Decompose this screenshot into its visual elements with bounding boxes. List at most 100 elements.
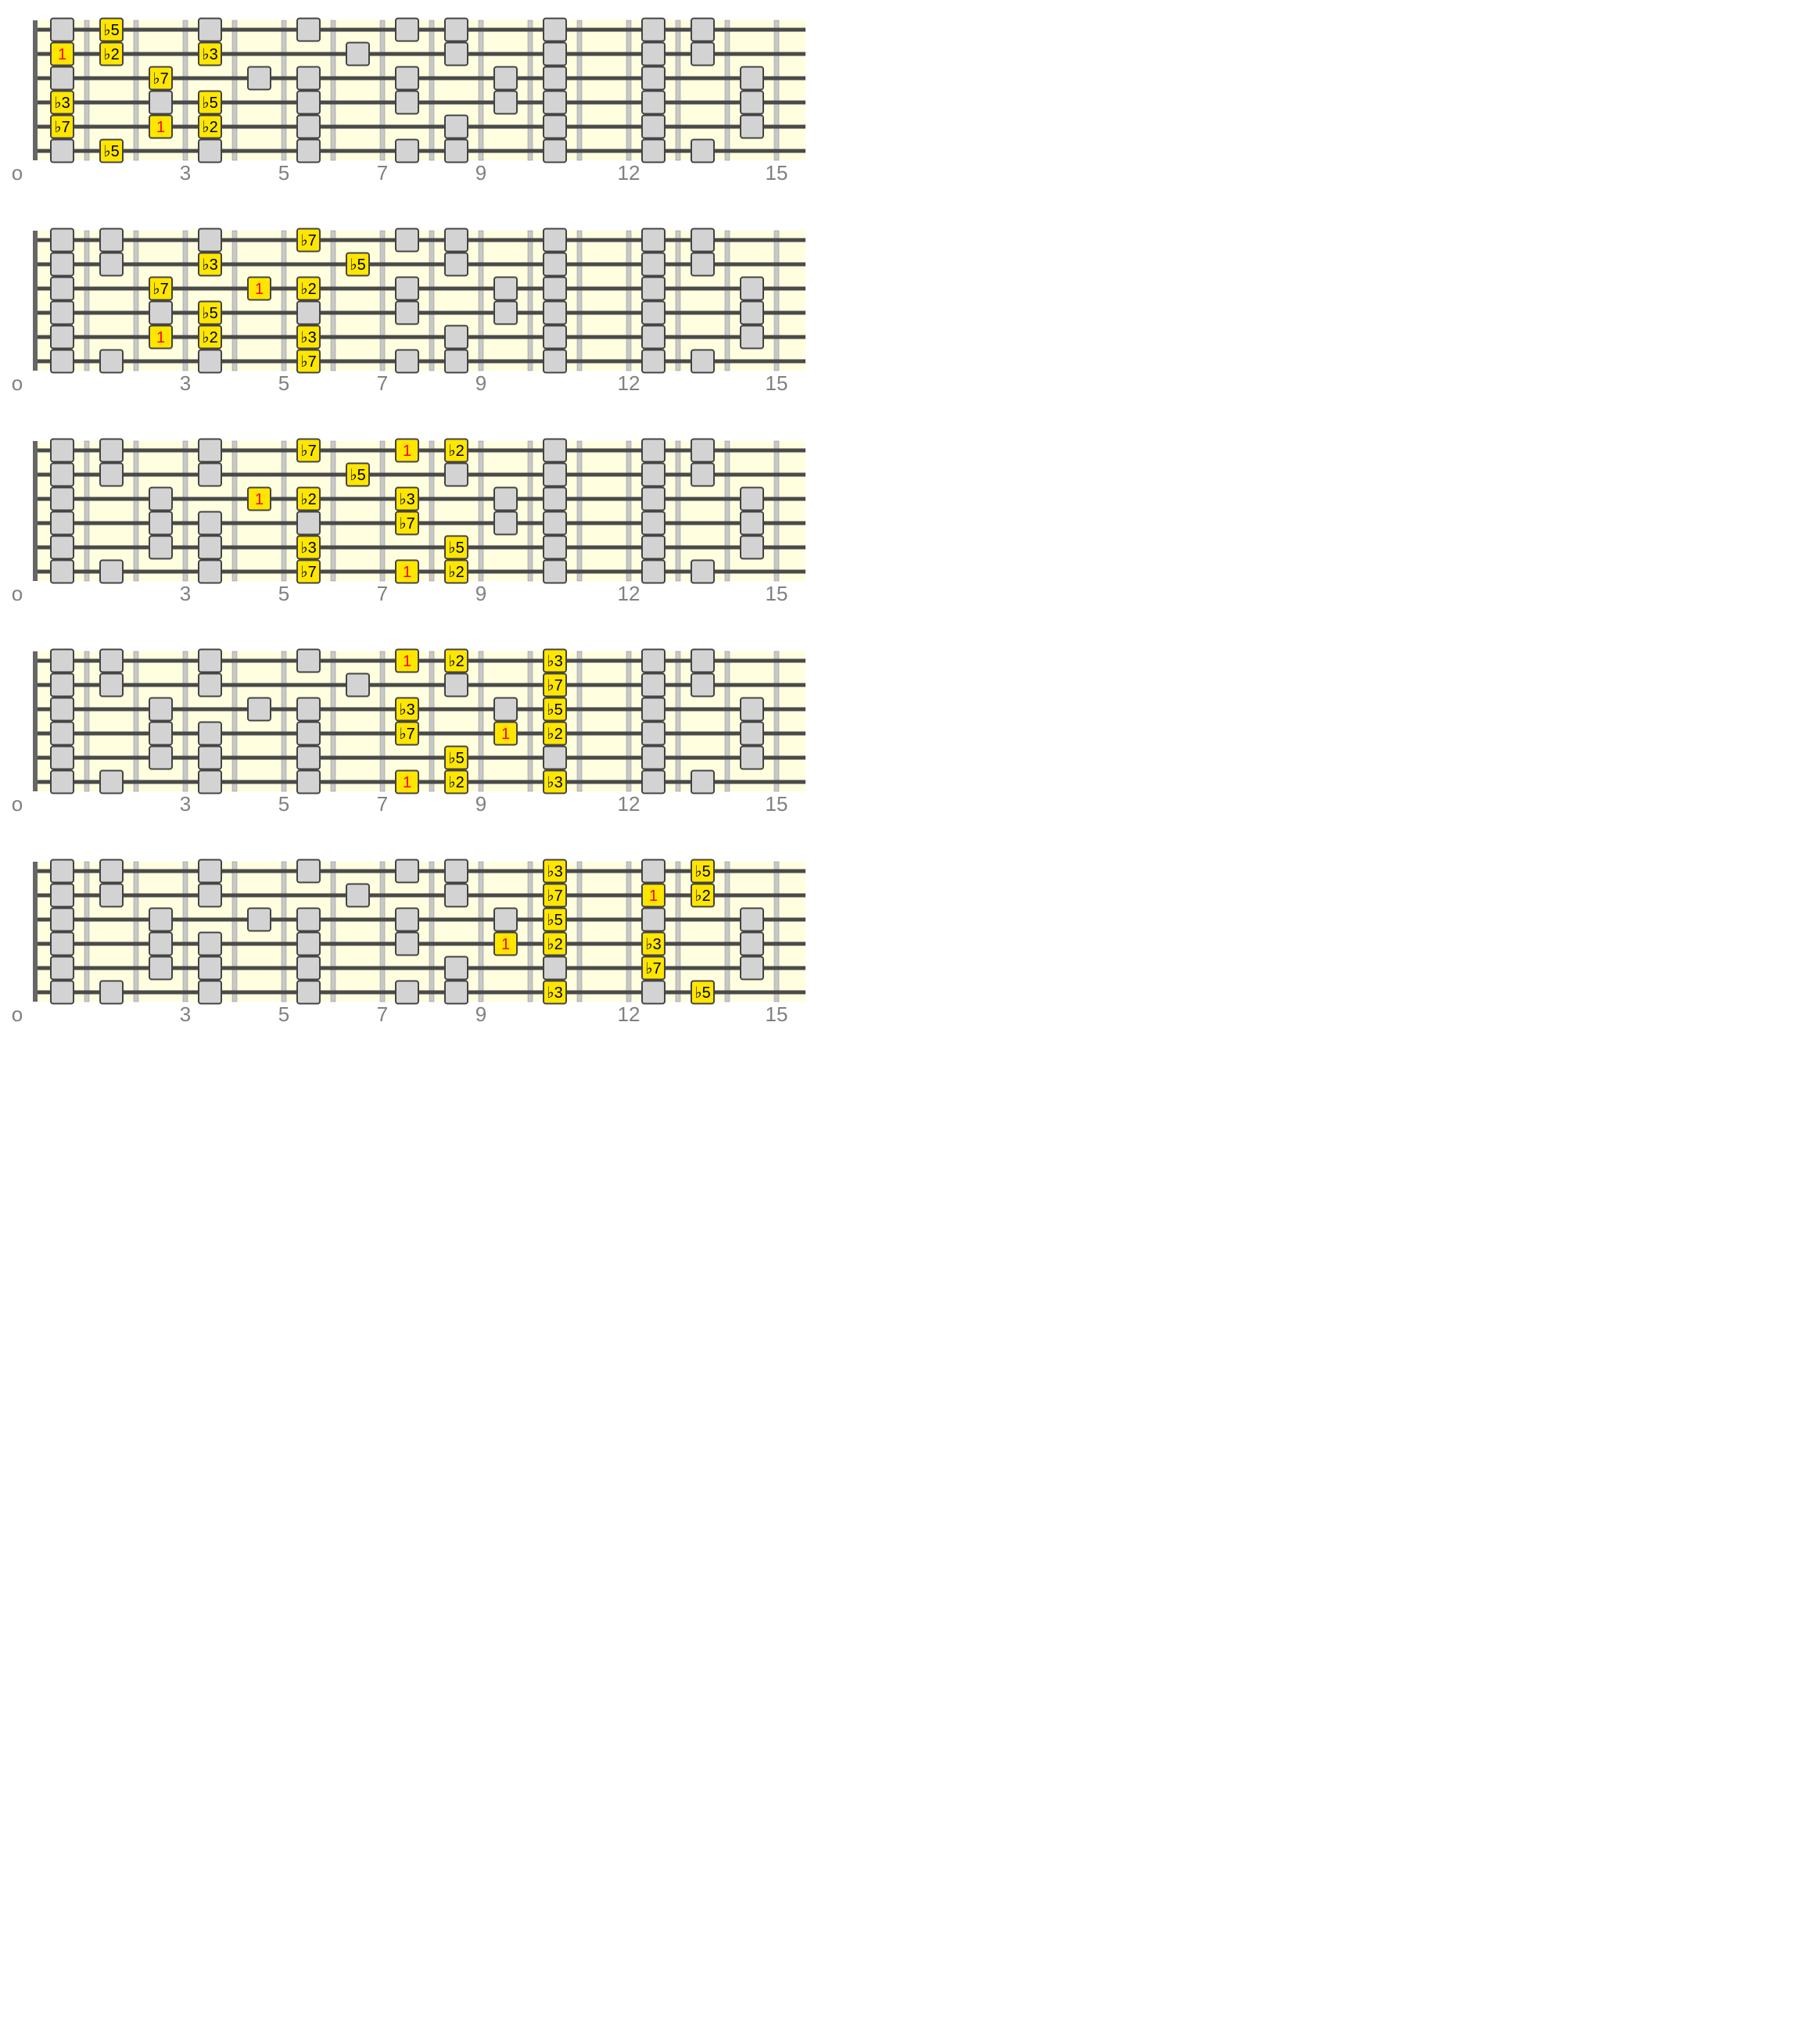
note-box-grey bbox=[494, 512, 517, 535]
note-box-grey bbox=[642, 674, 665, 697]
note-interval-label: ♭7 bbox=[152, 281, 169, 298]
note-interval-label: ♭3 bbox=[547, 984, 563, 1002]
note-interval-label: ♭7 bbox=[54, 119, 70, 136]
note-interval-label: ♭3 bbox=[54, 95, 70, 112]
note-box-grey bbox=[297, 723, 320, 745]
note-box-highlighted: 1 bbox=[51, 43, 74, 66]
note-box-grey bbox=[297, 957, 320, 980]
note-interval-label: ♭3 bbox=[202, 256, 218, 274]
note-box-grey bbox=[396, 909, 418, 931]
note-box-grey bbox=[544, 19, 566, 41]
fretboard-diagram-5: ♭3♭5♭71♭2♭51♭2♭3♭7♭3♭5o35791215 bbox=[0, 857, 1819, 1035]
string-line bbox=[38, 52, 805, 56]
note-box-grey bbox=[51, 302, 74, 325]
note-box-grey bbox=[100, 350, 123, 373]
note-box-grey bbox=[199, 561, 221, 583]
note-box-grey bbox=[691, 464, 714, 486]
fret-number-label: 7 bbox=[377, 792, 388, 816]
note-box-grey bbox=[396, 19, 418, 41]
fret-wire bbox=[183, 231, 188, 371]
note-box-grey bbox=[199, 771, 221, 794]
note-box-grey bbox=[51, 698, 74, 721]
fret-wire bbox=[626, 862, 631, 1002]
note-interval-label: ♭7 bbox=[300, 232, 317, 249]
note-box-grey bbox=[494, 91, 517, 114]
fretboard-svg: ♭51♭2♭3♭7♭3♭5♭71♭2♭5o35791215 bbox=[0, 16, 805, 193]
fret-wire bbox=[232, 20, 237, 160]
note-box-highlighted: ♭3 bbox=[642, 933, 665, 956]
fret-wire bbox=[528, 20, 533, 160]
note-interval-label: ♭2 bbox=[300, 491, 317, 508]
note-box-grey bbox=[396, 933, 418, 956]
fret-number-label: 9 bbox=[475, 582, 486, 605]
note-box-highlighted: 1 bbox=[642, 884, 665, 907]
note-box-grey bbox=[100, 650, 123, 672]
fret-wire bbox=[380, 441, 385, 581]
note-interval-label: 1 bbox=[403, 564, 411, 581]
note-interval-label: ♭7 bbox=[399, 515, 415, 533]
fret-wire bbox=[429, 862, 434, 1002]
note-box-highlighted: ♭3 bbox=[199, 43, 221, 66]
note-box-grey bbox=[297, 650, 320, 672]
fret-wire bbox=[232, 441, 237, 581]
string-line bbox=[38, 473, 805, 477]
fret-wire bbox=[774, 20, 779, 160]
note-box-grey bbox=[642, 723, 665, 745]
note-box-grey bbox=[544, 140, 566, 163]
note-interval-label: 1 bbox=[255, 491, 264, 508]
note-box-grey bbox=[199, 723, 221, 745]
note-box-grey bbox=[199, 19, 221, 41]
note-box-grey bbox=[149, 91, 172, 114]
fret-wire bbox=[676, 231, 680, 371]
note-box-highlighted: ♭2 bbox=[544, 723, 566, 745]
note-interval-label: ♭5 bbox=[350, 467, 366, 484]
note-box-grey bbox=[642, 909, 665, 931]
note-box-grey bbox=[445, 116, 468, 138]
fret-wire bbox=[429, 20, 434, 160]
fret-wire bbox=[577, 651, 582, 791]
note-box-grey bbox=[199, 536, 221, 559]
note-box-grey bbox=[642, 536, 665, 559]
note-box-grey bbox=[544, 43, 566, 66]
note-box-grey bbox=[691, 771, 714, 794]
fret-wire bbox=[84, 20, 89, 160]
note-box-grey bbox=[642, 67, 665, 90]
note-box-grey bbox=[642, 326, 665, 349]
fret-wire bbox=[183, 441, 188, 581]
note-box-grey bbox=[642, 512, 665, 535]
note-box-grey bbox=[642, 747, 665, 769]
note-box-grey bbox=[51, 253, 74, 276]
note-box-highlighted: ♭3 bbox=[199, 253, 221, 276]
note-interval-label: ♭2 bbox=[202, 119, 218, 136]
fret-number-label: 5 bbox=[278, 792, 289, 816]
note-box-grey bbox=[297, 140, 320, 163]
note-box-grey bbox=[149, 698, 172, 721]
fret-wire bbox=[331, 231, 335, 371]
note-interval-label: ♭7 bbox=[547, 677, 563, 694]
note-box-grey bbox=[741, 747, 763, 769]
fret-wire bbox=[528, 441, 533, 581]
fret-wire bbox=[331, 862, 335, 1002]
note-box-grey bbox=[297, 909, 320, 931]
fret-wire bbox=[84, 651, 89, 791]
note-interval-label: ♭7 bbox=[645, 960, 662, 977]
note-box-grey bbox=[741, 723, 763, 745]
note-box-grey bbox=[642, 229, 665, 252]
note-box-grey bbox=[51, 536, 74, 559]
fret-wire bbox=[134, 651, 138, 791]
fret-wire bbox=[282, 231, 286, 371]
nut bbox=[33, 862, 38, 1002]
note-box-grey bbox=[100, 860, 123, 883]
note-interval-label: ♭5 bbox=[103, 22, 120, 39]
note-box-grey bbox=[741, 957, 763, 980]
note-interval-label: 1 bbox=[156, 119, 165, 136]
fret-wire bbox=[282, 651, 286, 791]
note-box-grey bbox=[100, 464, 123, 486]
note-box-highlighted: ♭3 bbox=[544, 860, 566, 883]
note-box-grey bbox=[297, 747, 320, 769]
note-box-grey bbox=[642, 91, 665, 114]
note-box-grey bbox=[642, 302, 665, 325]
note-interval-label: ♭7 bbox=[300, 353, 317, 371]
note-box-grey bbox=[544, 747, 566, 769]
note-interval-label: 1 bbox=[58, 46, 66, 63]
